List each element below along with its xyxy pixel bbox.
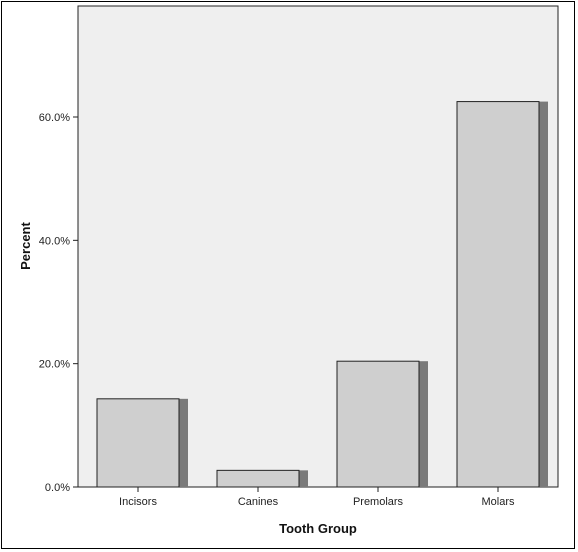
- y-tick-label: 20.0%: [39, 359, 70, 371]
- y-tick-label: 0.0%: [45, 482, 70, 494]
- x-axis-title: Tooth Group: [279, 521, 357, 536]
- x-tick-label: Incisors: [119, 496, 157, 508]
- x-tick-label: Premolars: [353, 496, 404, 508]
- bar-canines: [216, 469, 300, 488]
- x-axis: Incisors Canines Premolars Molars: [119, 487, 515, 508]
- bars-group: [96, 101, 548, 488]
- bar-molars: [456, 101, 540, 488]
- bar-shadow: [299, 470, 308, 487]
- y-axis-title: Percent: [18, 221, 33, 269]
- bar-premolars: [336, 360, 420, 488]
- y-tick-label: 40.0%: [39, 235, 70, 247]
- y-axis: 0.0% 20.0% 40.0% 60.0%: [39, 112, 78, 494]
- bar-shadow: [419, 361, 428, 487]
- bar-shadow: [539, 101, 548, 487]
- x-tick-label: Molars: [481, 496, 515, 508]
- x-tick-label: Canines: [238, 496, 279, 508]
- bar-incisors: [96, 398, 180, 488]
- bar-shadow: [179, 398, 188, 487]
- y-tick-label: 60.0%: [39, 112, 70, 124]
